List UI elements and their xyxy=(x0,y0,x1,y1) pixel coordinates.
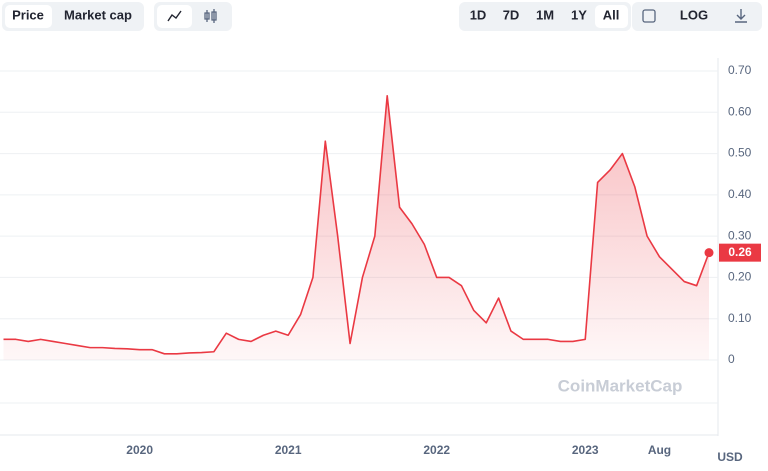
market-cap-button[interactable]: Market cap xyxy=(64,7,132,22)
price-button[interactable]: Price xyxy=(12,7,44,22)
tools-group xyxy=(632,2,762,31)
y-tick-label: 0.20 xyxy=(728,270,752,284)
x-tick-label: 2021 xyxy=(275,443,302,457)
y-tick-label: 0 xyxy=(728,352,735,366)
price-tag xyxy=(719,243,761,262)
x-tick-label: Aug xyxy=(648,443,671,457)
plot: 0 0.10 0.20 0.30 0.40 0.50 0.60 0.70 2020 2021 202… xyxy=(0,63,761,457)
area-fill xyxy=(3,95,709,361)
y-tick-label: 0.50 xyxy=(728,146,752,160)
range-button[interactable]: 1Y xyxy=(571,7,587,22)
y-tick-label: 0.30 xyxy=(728,228,752,242)
price-line xyxy=(3,94,710,355)
range-button[interactable]: All xyxy=(603,7,620,22)
active-range xyxy=(595,5,628,28)
active-toggle xyxy=(5,5,52,28)
y-tick-label: 0.10 xyxy=(728,311,752,325)
range-group xyxy=(459,2,631,31)
x-tick-label: 2022 xyxy=(423,443,450,457)
y-tick-label: 0.40 xyxy=(728,187,752,201)
calendar-icon[interactable] xyxy=(642,9,656,23)
currency-label: USD xyxy=(717,450,743,464)
current-point xyxy=(704,248,714,258)
download-icon[interactable] xyxy=(735,9,747,23)
candle-icon[interactable] xyxy=(204,9,217,23)
y-tick-label: 0.60 xyxy=(728,104,752,118)
y-tick-label: 0.70 xyxy=(728,63,752,77)
x-tick-label: 2023 xyxy=(572,443,599,457)
line-icon xyxy=(167,10,182,22)
range-button[interactable]: 7D xyxy=(503,7,520,22)
watermark: CoinMarketCap xyxy=(558,376,683,395)
range-button[interactable]: 1D xyxy=(470,7,487,22)
price-tag-label: 0.26 xyxy=(728,245,752,259)
x-tick-label: 2020 xyxy=(126,443,153,457)
range-button[interactable]: 1M xyxy=(536,7,554,22)
log-button[interactable]: LOG xyxy=(680,7,708,22)
